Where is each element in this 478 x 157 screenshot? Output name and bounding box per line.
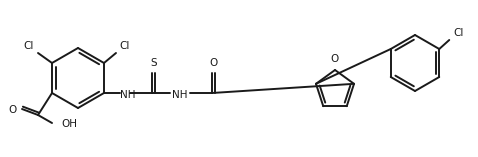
Text: NH: NH [172,90,188,100]
Text: NH: NH [120,90,136,100]
Text: Cl: Cl [120,41,130,51]
Text: S: S [150,58,157,68]
Text: OH: OH [61,119,77,129]
Text: Cl: Cl [24,41,34,51]
Text: Cl: Cl [453,28,464,38]
Text: O: O [9,105,17,115]
Text: O: O [331,54,339,64]
Text: O: O [209,58,217,68]
